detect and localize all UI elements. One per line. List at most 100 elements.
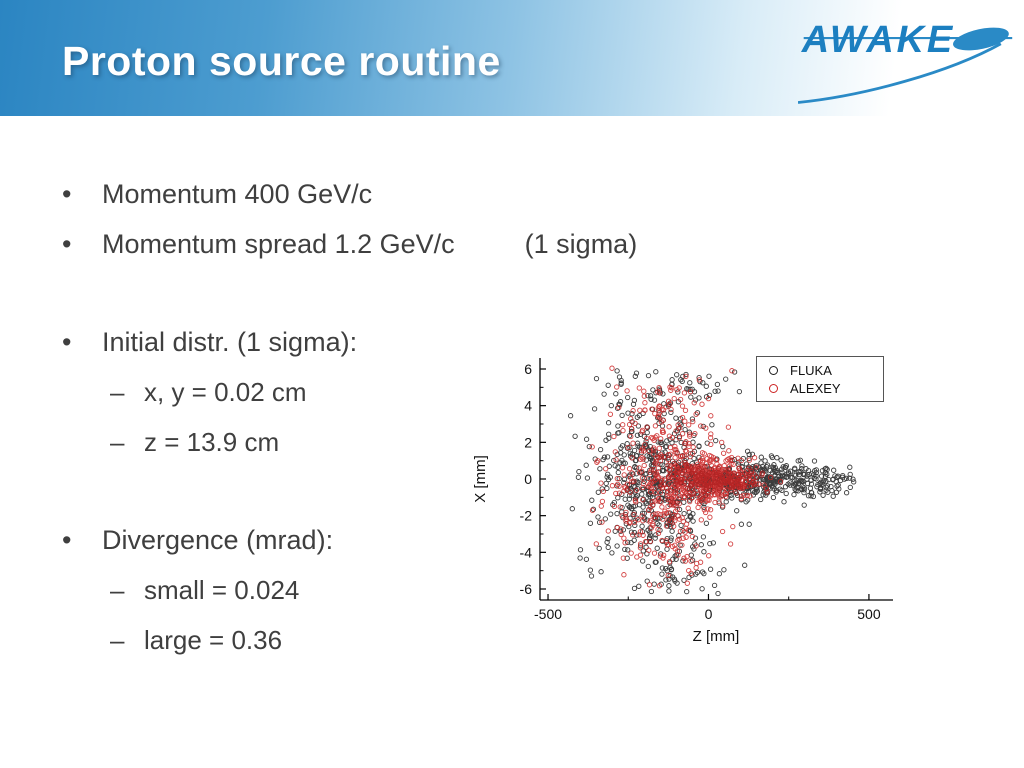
series-alexey xyxy=(589,365,784,589)
scatter-point xyxy=(724,456,731,463)
scatter-point xyxy=(672,446,678,453)
scatter-point xyxy=(850,476,856,482)
scatter-point xyxy=(569,506,575,512)
scatter-point xyxy=(761,489,767,495)
scatter-point xyxy=(658,551,664,557)
scatter-point xyxy=(609,483,616,489)
scatter-point xyxy=(687,386,693,392)
scatter-point xyxy=(818,473,825,479)
scatter-point xyxy=(605,382,611,388)
scatter-point xyxy=(768,453,775,459)
scatter-point xyxy=(648,588,655,595)
scatter-point xyxy=(648,467,655,473)
scatter-point xyxy=(729,471,736,478)
logo-swoosh xyxy=(798,42,1002,104)
scatter-point xyxy=(674,450,680,456)
scatter-point xyxy=(703,475,710,481)
title-banner: Proton source routine AWAKE xyxy=(0,0,1024,116)
scatter-point xyxy=(690,494,696,500)
scatter-point xyxy=(682,558,689,564)
scatter-point xyxy=(846,475,853,481)
scatter-point xyxy=(632,420,638,427)
scatter-point xyxy=(683,373,689,380)
scatter-point xyxy=(684,588,690,595)
scatter-point xyxy=(676,536,682,542)
scatter-point xyxy=(706,494,712,500)
scatter-point xyxy=(649,406,655,412)
scatter-point xyxy=(662,454,668,460)
scatter-point xyxy=(636,532,642,538)
bullet-marker: • xyxy=(62,525,72,555)
scatter-point xyxy=(600,488,606,495)
scatter-point xyxy=(644,424,650,430)
scatter-point xyxy=(691,400,697,406)
scatter-point xyxy=(663,577,669,583)
scatter-point xyxy=(609,550,615,556)
bullet-subitem: – z = 13.9 cm xyxy=(110,426,722,458)
scatter-point xyxy=(618,531,624,538)
scatter-point xyxy=(758,454,764,460)
scatter-point xyxy=(681,494,687,501)
scatter-point xyxy=(654,433,660,439)
scatter-point xyxy=(837,477,844,484)
scatter-point xyxy=(740,484,746,490)
scatter-point xyxy=(647,393,654,399)
scatter-point xyxy=(584,475,591,481)
scatter-point xyxy=(684,580,690,586)
scatter-point xyxy=(695,504,701,511)
scatter-point xyxy=(664,493,670,499)
scatter-point xyxy=(675,552,681,558)
scatter-point xyxy=(679,470,685,476)
scatter-point xyxy=(778,457,784,463)
scatter-point xyxy=(677,542,683,548)
scatter-point xyxy=(590,506,597,512)
scatter-point xyxy=(719,528,726,535)
scatter-point xyxy=(847,471,853,478)
scatter-point xyxy=(708,453,714,460)
scatter-point xyxy=(687,433,693,439)
scatter-point xyxy=(730,461,736,468)
scatter-point xyxy=(663,523,670,529)
scatter-point xyxy=(835,473,841,479)
scatter-point xyxy=(713,467,719,474)
y-tick-label: 6 xyxy=(524,361,532,377)
scatter-point xyxy=(692,430,698,437)
scatter-point xyxy=(654,545,660,551)
scatter-point xyxy=(636,385,642,391)
scatter-point xyxy=(762,458,768,464)
y-tick-label: 4 xyxy=(524,398,532,414)
scatter-point xyxy=(671,460,677,467)
scatter-point xyxy=(632,522,638,529)
scatter-point xyxy=(615,495,621,501)
bullet-marker: • xyxy=(62,229,72,259)
scatter-point xyxy=(631,537,637,543)
scatter-point xyxy=(622,460,628,466)
scatter-point xyxy=(676,483,683,489)
scatter-point xyxy=(655,511,661,517)
bullet-subitem: – large = 0.36 xyxy=(110,624,722,656)
scatter-point xyxy=(637,407,643,413)
scatter-point xyxy=(634,414,640,420)
scatter-point xyxy=(694,569,701,576)
scatter-point xyxy=(624,388,630,394)
scatter-point xyxy=(729,495,735,501)
scatter-point xyxy=(716,571,723,577)
scatter-point xyxy=(633,465,640,471)
scatter-point xyxy=(615,469,621,476)
bullet-text: Divergence (mrad): xyxy=(102,525,334,555)
scatter-point xyxy=(633,370,640,376)
scatter-point xyxy=(664,546,670,552)
scatter-point xyxy=(586,443,592,450)
scatter-point xyxy=(736,465,743,471)
legend-row: FLUKA xyxy=(767,361,871,379)
scatter-point xyxy=(808,493,814,499)
scatter-point xyxy=(606,431,612,437)
scatter-point xyxy=(583,556,590,562)
scatter-point xyxy=(677,453,683,460)
scatter-point xyxy=(721,567,727,573)
scatter-point xyxy=(706,373,712,379)
scatter-point xyxy=(625,547,631,553)
scatter-point xyxy=(729,480,735,486)
awake-logo-text: AWAKE xyxy=(801,19,955,61)
scatter-point xyxy=(639,429,645,435)
